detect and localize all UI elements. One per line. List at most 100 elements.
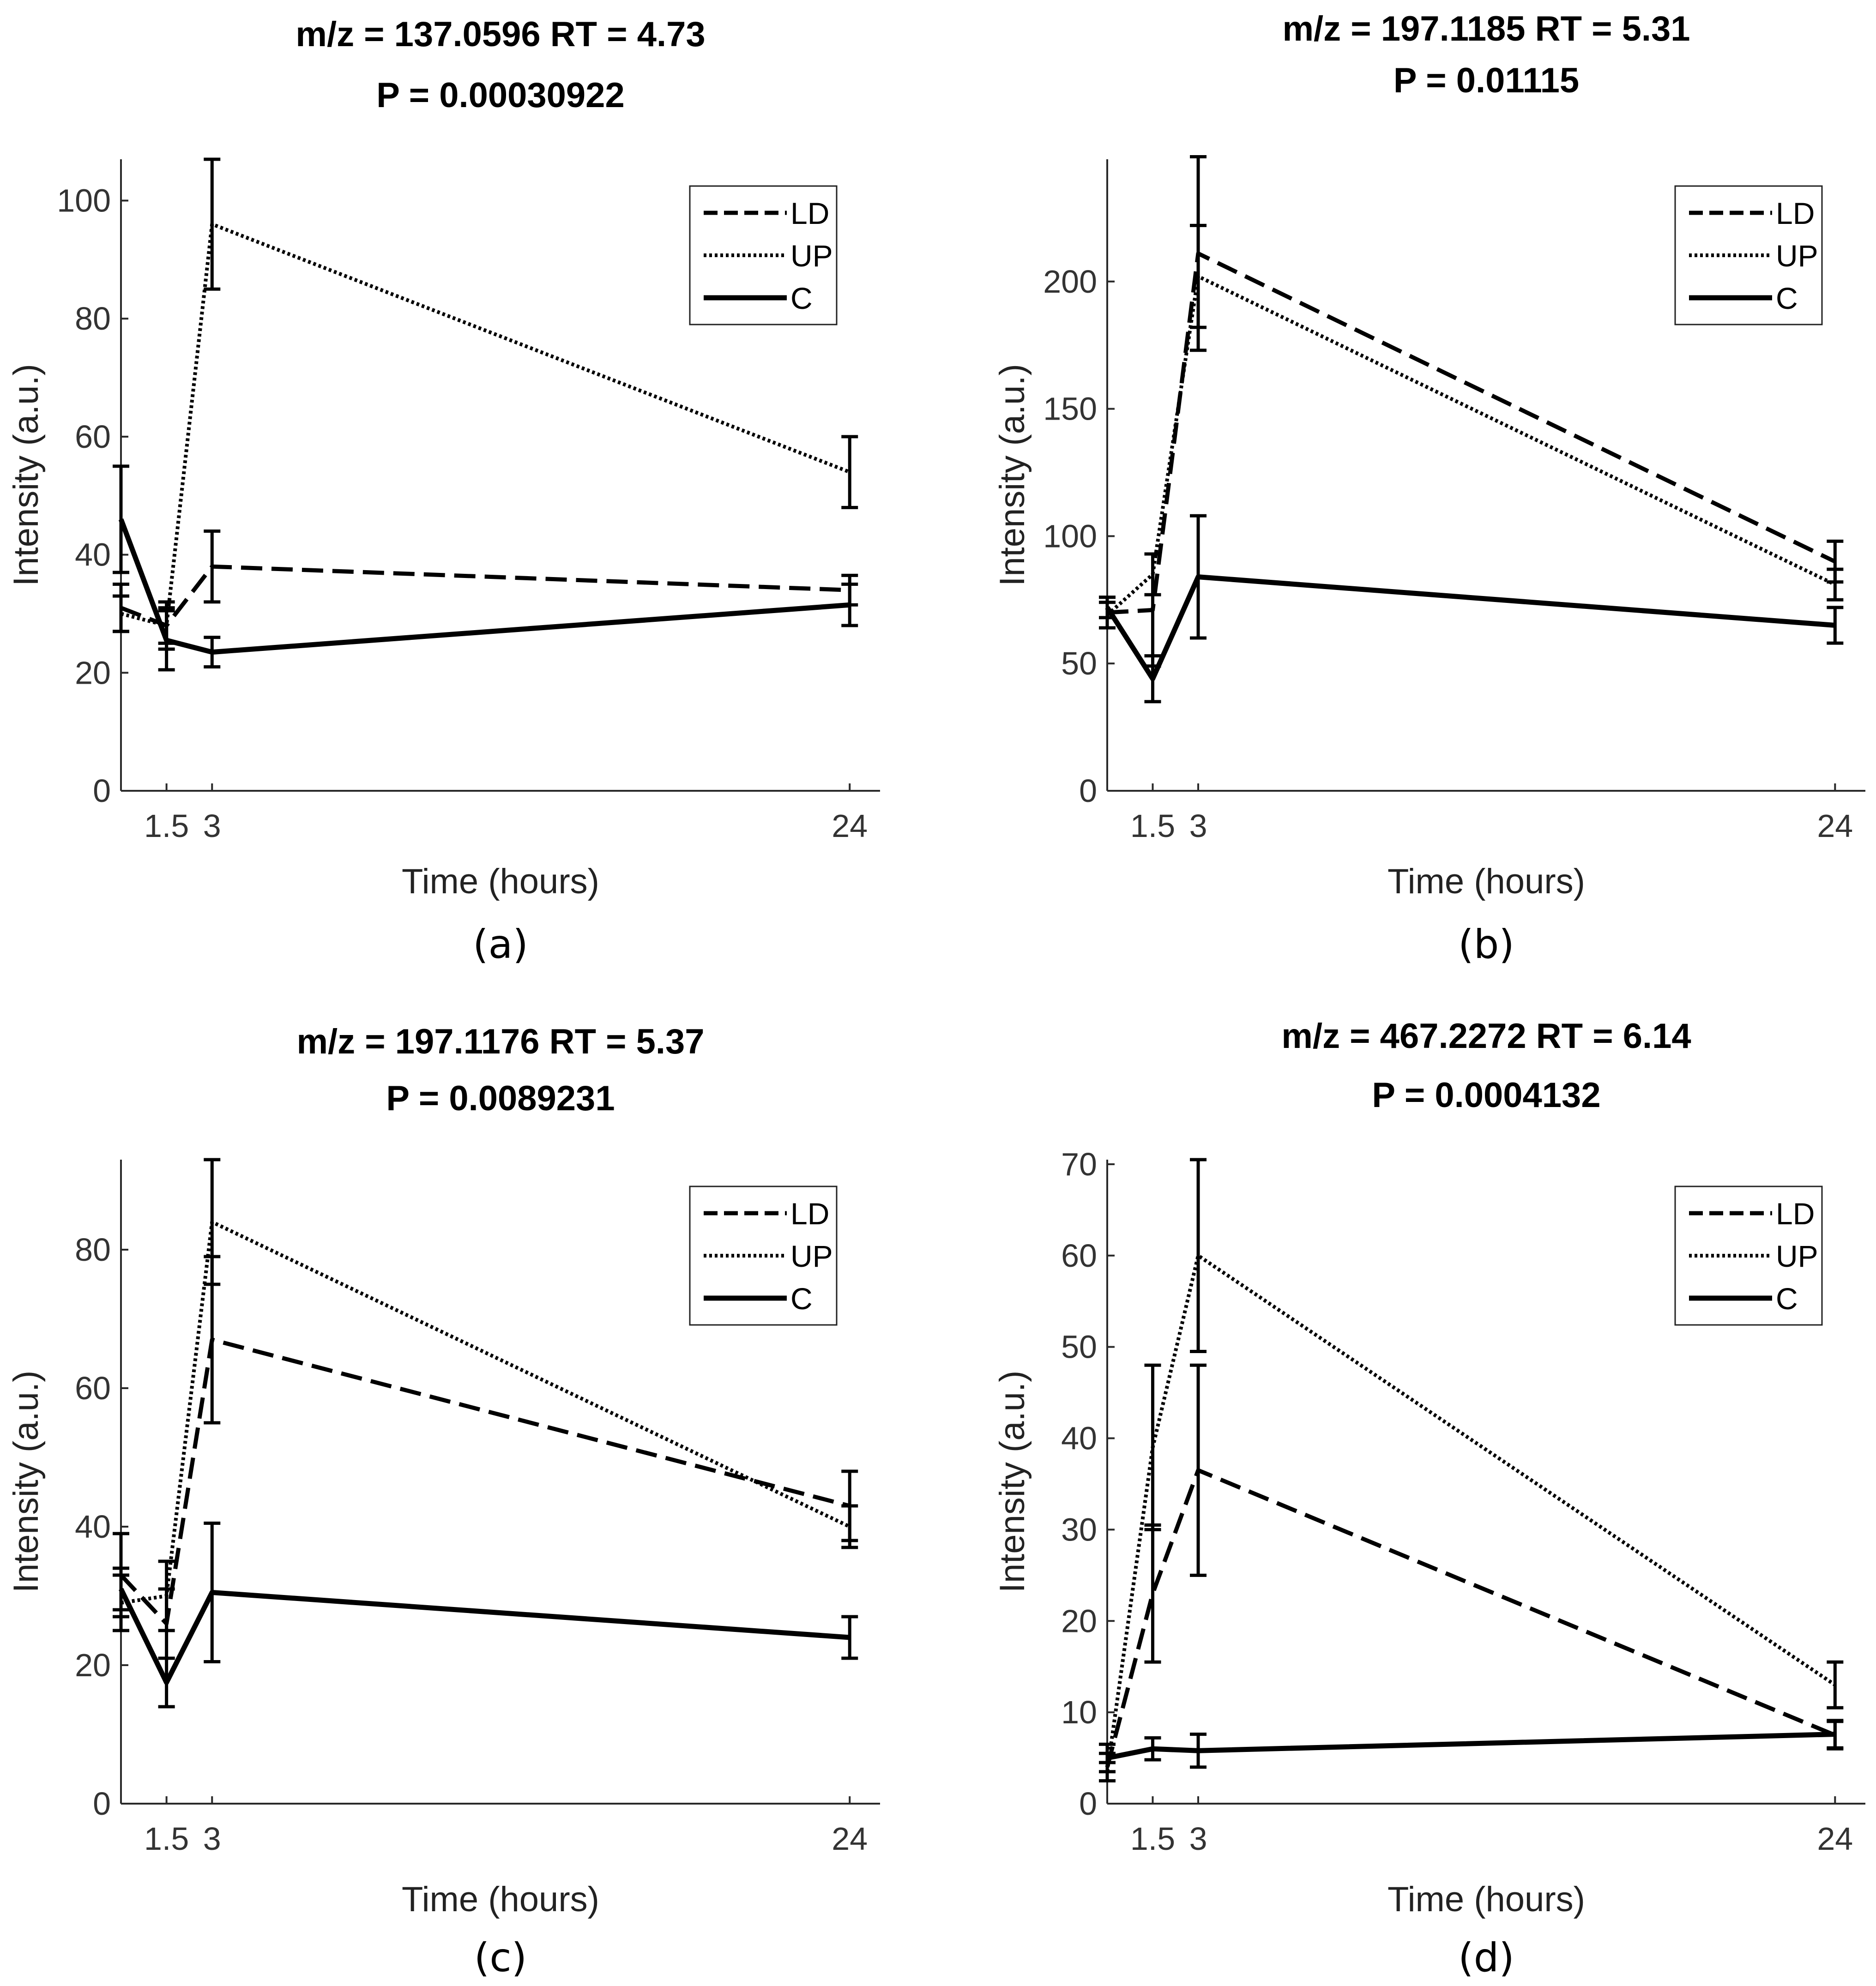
series-c — [113, 464, 858, 672]
data-point — [849, 604, 851, 606]
error-bar — [1099, 1742, 1116, 1774]
series-up — [113, 1158, 858, 1632]
y-tick-label: 20 — [75, 1647, 111, 1683]
legend-box — [1674, 185, 1823, 325]
data-point — [166, 1682, 167, 1683]
legend-label-up: UP — [790, 1239, 833, 1273]
chart-panel-1: m/z = 137.0596 RT = 4.73 P = 0.00030922 0 2… — [6, 15, 880, 968]
error-bar — [113, 464, 129, 574]
error-bar — [113, 1566, 129, 1612]
series-line-up — [121, 1220, 851, 1605]
y-axis-label: Intensity (a.u.) — [6, 1371, 46, 1593]
data-point — [1152, 678, 1153, 680]
y-axis-label: Intensity (a.u.) — [993, 1371, 1032, 1593]
y-axis-label: Intensity (a.u.) — [993, 364, 1032, 586]
data-point — [1152, 1593, 1153, 1594]
y-tick-label: 50 — [1061, 1329, 1097, 1365]
data-point — [211, 566, 213, 567]
data-point — [1198, 1255, 1199, 1256]
series-ld — [1099, 1363, 1844, 1783]
error-bar — [158, 1656, 175, 1709]
panel-caption: (d) — [1458, 1935, 1514, 1981]
y-tick-label: 40 — [75, 537, 111, 573]
error-bar — [1827, 567, 1844, 602]
y-tick-label: 10 — [1061, 1694, 1097, 1730]
chart-panel-3: m/z = 197.1176 RT = 5.37 P = 0.0089231 0 20… — [6, 1022, 880, 1981]
chart-subtitle: P = 0.0089231 — [386, 1079, 615, 1118]
chart-title: m/z = 197.1185 RT = 5.31 — [1282, 9, 1690, 48]
y-tick-label: 60 — [75, 1370, 111, 1406]
data-point — [211, 651, 213, 653]
series-line-up — [1106, 274, 1836, 617]
legend-label-ld: LD — [790, 1197, 829, 1231]
x-tick-label: 24 — [1817, 808, 1853, 844]
y-tick-label: 40 — [75, 1509, 111, 1545]
panel-caption: (b) — [1458, 921, 1514, 968]
chart-title: m/z = 467.2272 RT = 6.14 — [1281, 1017, 1691, 1056]
data-point — [1834, 1733, 1836, 1735]
data-point — [849, 471, 851, 473]
error-bar — [1144, 1363, 1161, 1531]
x-tick-label: 1.5 — [1130, 1821, 1175, 1857]
data-point — [1198, 276, 1199, 277]
error-bar — [158, 609, 175, 672]
series-c — [1099, 514, 1844, 704]
error-bar — [113, 594, 129, 633]
x-axis-label: Time (hours) — [1387, 862, 1585, 901]
error-bar — [841, 1504, 858, 1549]
legend: LD UP C — [689, 1186, 838, 1326]
y-tick-label: 100 — [57, 182, 111, 218]
y-tick-label: 30 — [1061, 1511, 1097, 1547]
legend-label-c: C — [1776, 1282, 1798, 1316]
x-tick-label: 3 — [203, 1821, 221, 1857]
y-tick-label: 80 — [75, 1232, 111, 1268]
error-bar — [841, 435, 858, 509]
error-bar — [204, 1158, 221, 1286]
legend-label-c: C — [790, 1282, 813, 1316]
data-point — [1198, 576, 1199, 578]
series-c — [113, 1522, 858, 1709]
x-tick-label: 1.5 — [1130, 808, 1175, 844]
error-bar — [1099, 596, 1116, 620]
error-bar — [204, 636, 221, 669]
data-point — [1834, 561, 1836, 562]
y-tick-label: 20 — [1061, 1603, 1097, 1639]
error-bar — [1827, 606, 1844, 645]
error-bar — [1190, 514, 1207, 640]
y-axis-label: Intensity (a.u.) — [6, 364, 46, 586]
data-point — [849, 1526, 851, 1527]
error-bar — [1190, 223, 1207, 329]
error-bar — [1144, 654, 1161, 704]
data-point — [1152, 574, 1153, 575]
y-tick-label: 50 — [1061, 645, 1097, 681]
y-tick-label: 0 — [1079, 773, 1097, 809]
x-tick-label: 24 — [832, 1821, 868, 1857]
data-point — [1107, 1757, 1108, 1759]
error-bar — [1144, 552, 1161, 596]
legend-label-c: C — [790, 281, 813, 315]
error-bar — [1190, 1158, 1207, 1354]
y-tick-label: 200 — [1043, 264, 1097, 300]
x-tick-label: 24 — [832, 808, 868, 844]
legend-label-c: C — [1776, 281, 1798, 315]
legend-label-up: UP — [790, 239, 833, 273]
x-tick-label: 1.5 — [144, 1821, 189, 1857]
data-point — [1152, 609, 1153, 611]
legend: LD UP C — [689, 185, 838, 325]
chart-panel-4: m/z = 467.2272 RT = 6.14 P = 0.0004132 0 10… — [993, 1017, 1865, 1981]
error-bar — [204, 157, 221, 291]
legend-label-ld: LD — [1776, 1197, 1815, 1231]
chart-subtitle: P = 0.00030922 — [376, 76, 624, 115]
legend: LD UP C — [1674, 1186, 1823, 1326]
legend-label-ld: LD — [790, 196, 829, 230]
y-tick-label: 0 — [1079, 1786, 1097, 1822]
data-point — [1834, 625, 1836, 626]
y-tick-label: 80 — [75, 301, 111, 337]
y-tick-label: 100 — [1043, 518, 1097, 554]
y-tick-label: 40 — [1061, 1420, 1097, 1456]
x-tick-label: 24 — [1817, 1821, 1853, 1857]
x-tick-label: 3 — [203, 808, 221, 844]
data-point — [1107, 607, 1108, 608]
data-point — [1152, 1447, 1153, 1448]
